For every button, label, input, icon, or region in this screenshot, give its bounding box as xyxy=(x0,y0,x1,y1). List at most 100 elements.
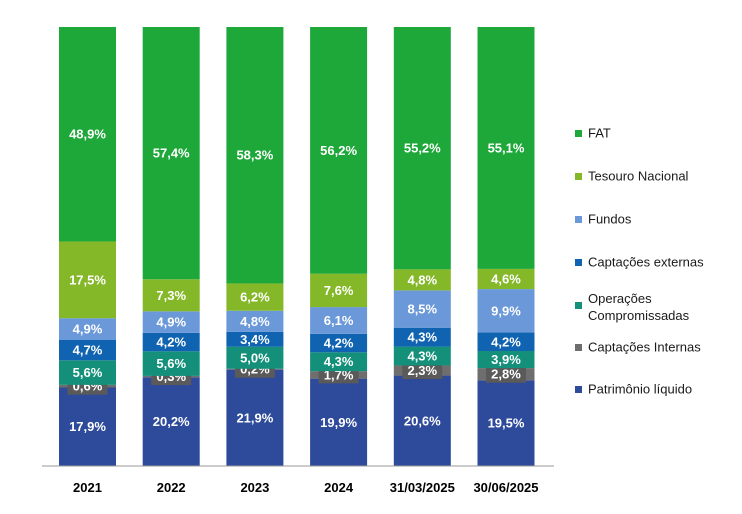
bar-segment-patrimonio-liquido-5 xyxy=(477,380,535,466)
data-label-captacoes-externas-0: 4,7% xyxy=(73,343,103,358)
data-label-box-captacoes-internas-5 xyxy=(486,365,526,383)
bar-segment-fat-0 xyxy=(59,27,116,242)
bar-segment-tesouro-nacional-4 xyxy=(393,269,451,291)
bar-segment-captacoes-externas-5 xyxy=(477,332,535,351)
bar-segment-fundos-2 xyxy=(226,310,284,332)
data-label-tesouro-nacional-3: 7,6% xyxy=(324,283,354,298)
bar-segment-fundos-5 xyxy=(477,289,535,333)
legend-label-operacoes-compromissadas: Operações Compromissadas xyxy=(588,291,690,323)
legend-swatch-fat xyxy=(575,130,582,137)
bar-segment-fat-5 xyxy=(477,27,535,269)
data-label-captacoes-internas-4: 2,3% xyxy=(407,363,437,378)
bar-segment-tesouro-nacional-1 xyxy=(142,279,200,312)
data-label-operacoes-compromissadas-5: 3,9% xyxy=(491,352,521,367)
data-label-fundos-4: 8,5% xyxy=(407,302,437,317)
legend-swatch-captacoes-externas xyxy=(575,259,582,266)
data-label-captacoes-externas-2: 3,4% xyxy=(240,332,270,347)
legend-label-captacoes-externas: Captações externas xyxy=(588,255,704,270)
data-label-tesouro-nacional-4: 4,8% xyxy=(407,272,437,287)
bar-segment-fundos-1 xyxy=(142,311,200,333)
data-label-fundos-3: 6,1% xyxy=(324,313,354,328)
data-label-tesouro-nacional-2: 6,2% xyxy=(240,290,270,305)
legend-swatch-operacoes-compromissadas xyxy=(575,302,582,309)
bar-segment-fat-3 xyxy=(310,27,368,274)
data-label-fat-5: 55,1% xyxy=(488,140,525,155)
bar-segment-fundos-4 xyxy=(393,290,451,328)
data-label-operacoes-compromissadas-2: 5,0% xyxy=(240,350,270,365)
bar-segment-tesouro-nacional-2 xyxy=(226,283,284,311)
bar-segment-patrimonio-liquido-4 xyxy=(393,375,451,466)
legend-label-tesouro-nacional: Tesouro Nacional xyxy=(588,169,689,184)
bar-segment-captacoes-externas-1 xyxy=(142,332,200,352)
bar-segment-patrimonio-liquido-3 xyxy=(310,378,368,466)
data-label-operacoes-compromissadas-0: 5,6% xyxy=(73,365,103,380)
data-label-fundos-5: 9,9% xyxy=(491,303,521,318)
data-label-patrimonio-liquido-4: 20,6% xyxy=(404,413,441,428)
bars-group: 17,9%0,6%5,6%4,7%4,9%17,5%48,9%20,2%0,3%… xyxy=(59,27,535,466)
data-label-fat-2: 58,3% xyxy=(236,148,273,163)
data-label-fat-3: 56,2% xyxy=(320,143,357,158)
legend-swatch-patrimonio-liquido xyxy=(575,386,582,393)
bar-segment-captacoes-externas-2 xyxy=(226,331,284,347)
data-label-fat-4: 55,2% xyxy=(404,141,441,156)
bar-segment-operacoes-compromissadas-2 xyxy=(226,346,284,369)
data-label-box-captacoes-internas-4 xyxy=(402,362,443,380)
data-label-patrimonio-liquido-2: 21,9% xyxy=(236,410,273,425)
bar-segment-fundos-3 xyxy=(310,307,368,334)
data-label-fat-1: 57,4% xyxy=(153,146,190,161)
bar-segment-patrimonio-liquido-2 xyxy=(226,369,284,466)
x-tick-label-4: 31/03/2025 xyxy=(390,480,455,495)
data-label-captacoes-externas-4: 4,3% xyxy=(407,330,437,345)
data-label-patrimonio-liquido-0: 17,9% xyxy=(69,419,106,434)
bar-segment-tesouro-nacional-5 xyxy=(477,268,535,290)
legend-label-fat: FAT xyxy=(588,126,611,141)
bar-segment-fundos-0 xyxy=(59,318,116,340)
data-label-patrimonio-liquido-5: 19,5% xyxy=(488,416,525,431)
bar-segment-operacoes-compromissadas-1 xyxy=(142,351,200,376)
bar-segment-operacoes-compromissadas-4 xyxy=(393,346,451,366)
data-label-captacoes-externas-1: 4,2% xyxy=(156,335,186,350)
data-label-tesouro-nacional-5: 4,6% xyxy=(491,271,521,286)
legend-swatch-tesouro-nacional xyxy=(575,173,582,180)
legend-swatch-fundos xyxy=(575,216,582,223)
bar-segment-operacoes-compromissadas-3 xyxy=(310,352,368,372)
x-tick-label-1: 2022 xyxy=(157,480,186,495)
bar-segment-fat-4 xyxy=(393,27,451,270)
data-label-patrimonio-liquido-1: 20,2% xyxy=(153,414,190,429)
legend-swatch-captacoes-internas xyxy=(575,344,582,351)
data-label-fundos-0: 4,9% xyxy=(73,321,103,336)
bar-segment-tesouro-nacional-3 xyxy=(310,273,368,308)
x-tick-label-3: 2024 xyxy=(324,480,354,495)
bar-segment-patrimonio-liquido-1 xyxy=(142,377,200,466)
data-label-operacoes-compromissadas-4: 4,3% xyxy=(407,349,437,364)
legend-label-fundos: Fundos xyxy=(588,212,632,227)
bar-segment-fat-2 xyxy=(226,27,284,284)
bar-segment-patrimonio-liquido-0 xyxy=(59,387,116,466)
x-tick-label-0: 2021 xyxy=(73,480,102,495)
data-label-tesouro-nacional-1: 7,3% xyxy=(156,288,186,303)
x-tick-label-5: 30/06/2025 xyxy=(473,480,538,495)
bar-segment-operacoes-compromissadas-0 xyxy=(59,360,116,385)
data-label-captacoes-externas-3: 4,2% xyxy=(324,336,354,351)
legend: FAT Tesouro Nacional Fundos Captações exter… xyxy=(575,126,704,397)
bar-segment-tesouro-nacional-0 xyxy=(59,241,116,319)
legend-label-captacoes-internas: Captações Internas xyxy=(588,340,701,355)
bar-segment-captacoes-externas-3 xyxy=(310,333,368,353)
data-label-fat-0: 48,9% xyxy=(69,127,106,142)
data-label-fundos-1: 4,9% xyxy=(156,315,186,330)
x-axis-ticks: 2021 2022 2023 2024 31/03/2025 30/06/2025 xyxy=(73,480,539,495)
data-label-patrimonio-liquido-3: 19,9% xyxy=(320,415,357,430)
data-label-captacoes-internas-5: 2,8% xyxy=(491,367,521,382)
bar-segment-captacoes-externas-0 xyxy=(59,339,116,361)
bar-segment-operacoes-compromissadas-5 xyxy=(477,350,535,369)
data-label-operacoes-compromissadas-1: 5,6% xyxy=(156,356,186,371)
data-label-operacoes-compromissadas-3: 4,3% xyxy=(324,354,354,369)
legend-label-patrimonio-liquido: Patrimônio líquido xyxy=(588,382,692,397)
data-label-captacoes-externas-5: 4,2% xyxy=(491,334,521,349)
bar-segment-captacoes-externas-4 xyxy=(393,327,451,347)
data-label-tesouro-nacional-0: 17,5% xyxy=(69,272,106,287)
x-tick-label-2: 2023 xyxy=(240,480,269,495)
bar-segment-fat-1 xyxy=(142,27,200,280)
data-label-fundos-2: 4,8% xyxy=(240,314,270,329)
